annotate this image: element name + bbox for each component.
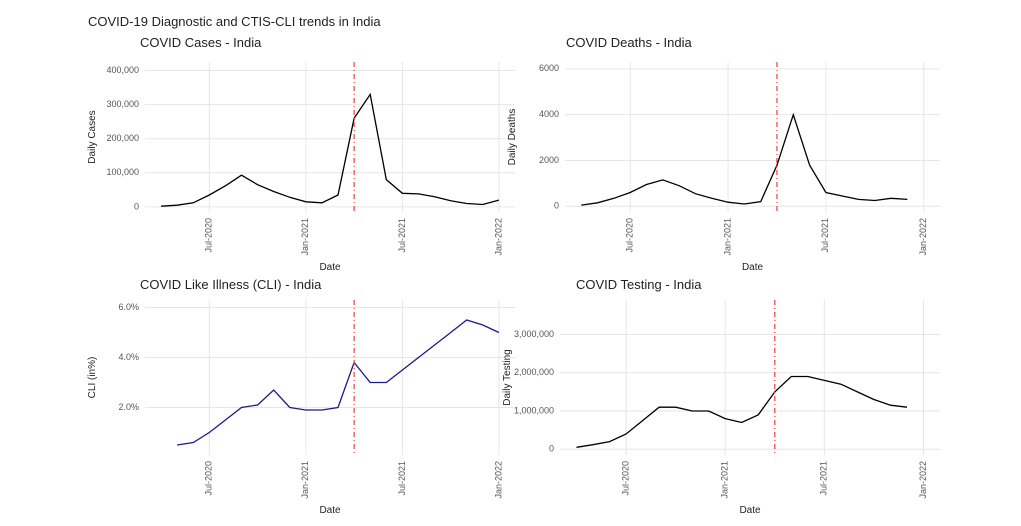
chart-title: COVID Testing - India (576, 277, 702, 292)
data-line (177, 319, 500, 446)
x-tick-label: Jul-2021 (820, 218, 830, 253)
y-axis-title: Daily Cases (87, 110, 98, 163)
y-tick-label: 2,000,000 (514, 367, 554, 377)
x-tick-label: Jul-2021 (397, 218, 407, 253)
x-tick-label: Jan-2021 (720, 461, 730, 499)
y-tick-label: 0 (134, 201, 139, 211)
chart-title: COVID Like Illness (CLI) - India (140, 277, 322, 292)
y-axis-title: CLI (in%) (87, 357, 98, 399)
x-tick-label: Jul-2021 (397, 461, 407, 496)
x-axis-title: Date (319, 262, 341, 273)
x-tick-label: Jan-2021 (722, 218, 732, 256)
x-axis-title: Date (742, 262, 764, 273)
chart-title: COVID Deaths - India (566, 35, 692, 50)
x-axis-title: Date (319, 505, 341, 516)
data-line (581, 112, 908, 206)
x-tick-label: Jan-2022 (918, 218, 928, 256)
x-axis-title: Date (739, 505, 761, 516)
y-tick-label: 200,000 (106, 133, 139, 143)
y-axis-title: Daily Deaths (507, 109, 518, 166)
y-tick-label: 0 (549, 444, 554, 454)
y-axis-title: Daily Testing (502, 349, 513, 406)
x-tick-label: Jan-2022 (918, 461, 928, 499)
y-tick-label: 6.0% (118, 302, 139, 312)
chart-title: COVID Cases - India (140, 35, 262, 50)
data-line (576, 375, 908, 448)
x-tick-label: Jul-2021 (819, 461, 829, 496)
y-tick-label: 4000 (539, 109, 559, 119)
x-tick-label: Jan-2022 (493, 461, 503, 499)
x-tick-label: Jul-2020 (625, 218, 635, 253)
y-tick-label: 1,000,000 (514, 405, 554, 415)
x-tick-label: Jan-2022 (493, 218, 503, 256)
x-tick-label: Jul-2020 (204, 218, 214, 253)
y-tick-label: 100,000 (106, 167, 139, 177)
y-tick-label: 2.0% (118, 402, 139, 412)
y-tick-label: 6000 (539, 63, 559, 73)
x-tick-label: Jan-2021 (300, 461, 310, 499)
x-tick-label: Jan-2021 (300, 218, 310, 256)
y-tick-label: 300,000 (106, 99, 139, 109)
x-tick-label: Jul-2020 (204, 461, 214, 496)
figure-title: COVID-19 Diagnostic and CTIS-CLI trends … (88, 14, 381, 29)
y-tick-label: 4.0% (118, 352, 139, 362)
y-tick-label: 0 (554, 201, 559, 211)
y-tick-label: 3,000,000 (514, 329, 554, 339)
y-tick-label: 2000 (539, 155, 559, 165)
data-line (161, 92, 500, 207)
y-tick-label: 400,000 (106, 65, 139, 75)
x-tick-label: Jul-2020 (620, 461, 630, 496)
